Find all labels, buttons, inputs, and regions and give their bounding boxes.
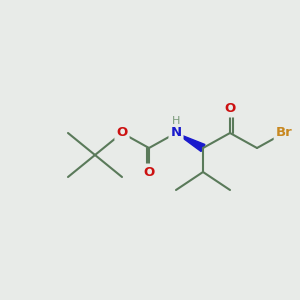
Text: O: O xyxy=(116,127,128,140)
Text: Br: Br xyxy=(276,127,292,140)
Polygon shape xyxy=(176,133,205,152)
Text: H: H xyxy=(172,116,180,126)
Text: O: O xyxy=(143,166,155,178)
Text: N: N xyxy=(170,127,182,140)
Text: O: O xyxy=(224,103,236,116)
